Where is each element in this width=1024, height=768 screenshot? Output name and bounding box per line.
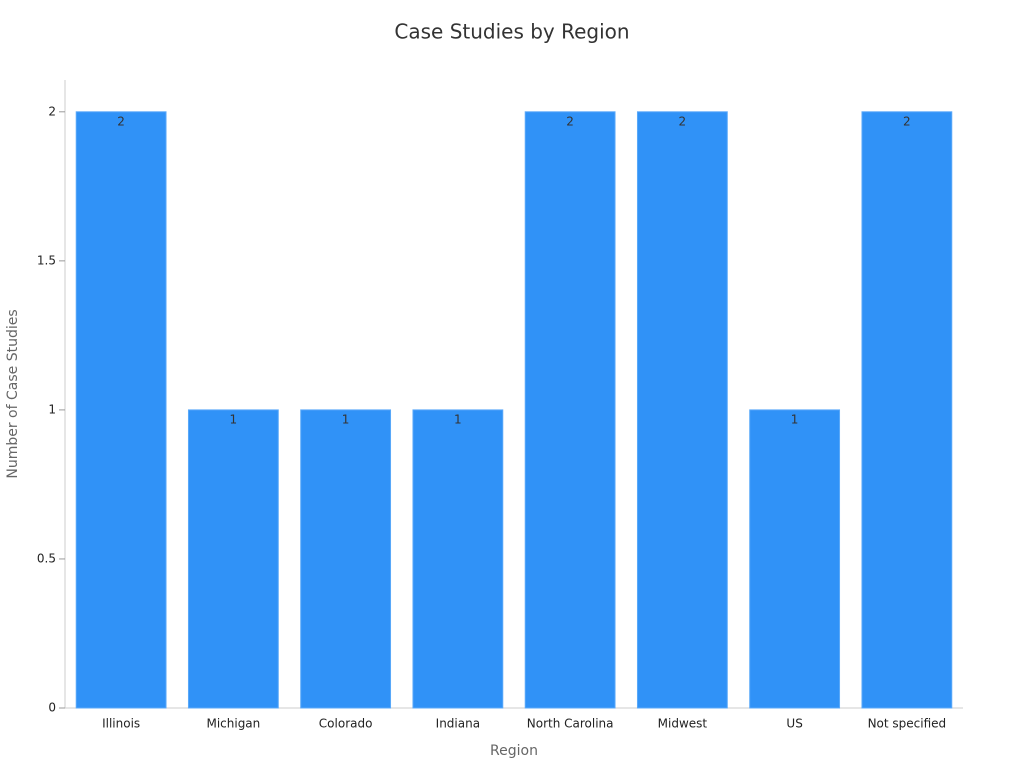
- chart-title: Case Studies by Region: [394, 20, 629, 44]
- x-tick-label: Colorado: [319, 717, 373, 731]
- bar: [749, 409, 841, 709]
- x-tick-label: Midwest: [658, 717, 708, 731]
- data-label: 1: [342, 412, 350, 426]
- bar: [300, 409, 392, 709]
- bar: [636, 111, 728, 709]
- y-tick-label: 2: [48, 104, 56, 118]
- bar: [75, 111, 167, 709]
- x-tick-label: Michigan: [206, 717, 260, 731]
- x-tick-label: North Carolina: [527, 717, 614, 731]
- data-label: 2: [903, 114, 911, 128]
- data-label: 2: [117, 114, 125, 128]
- x-tick-label: Indiana: [436, 717, 480, 731]
- data-label: 2: [679, 114, 687, 128]
- x-tick-label: US: [786, 717, 802, 731]
- data-label: 2: [566, 114, 574, 128]
- y-tick-label: 1.5: [37, 253, 56, 267]
- bar: [187, 409, 279, 709]
- x-tick-label: Illinois: [102, 717, 140, 731]
- bar: [861, 111, 953, 709]
- y-tick-label: 0.5: [37, 551, 56, 565]
- y-axis-title: Number of Case Studies: [5, 309, 21, 478]
- data-label: 1: [230, 412, 238, 426]
- data-label: 1: [791, 412, 799, 426]
- y-tick-label: 0: [48, 701, 56, 715]
- bar: [412, 409, 504, 709]
- bar: [524, 111, 616, 709]
- data-label: 1: [454, 412, 462, 426]
- x-tick-label: Not specified: [868, 717, 947, 731]
- y-tick-label: 1: [48, 402, 56, 416]
- x-axis-title: Region: [490, 743, 538, 759]
